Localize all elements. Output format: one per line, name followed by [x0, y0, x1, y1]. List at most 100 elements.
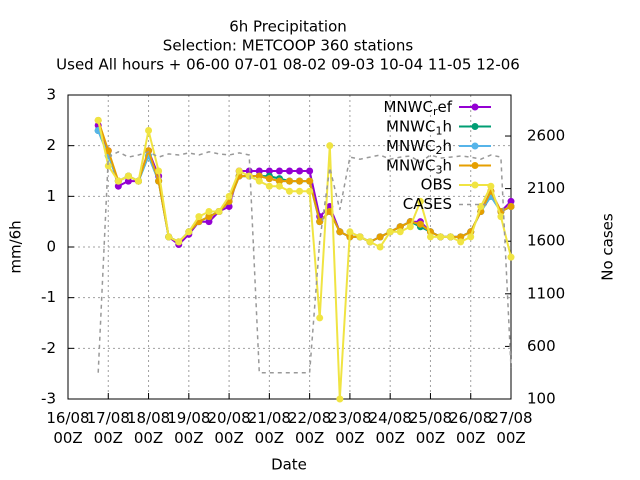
x-tick-label: 26/08 00Z	[449, 409, 492, 447]
data-point	[255, 167, 263, 175]
data-point	[275, 182, 283, 190]
data-point	[134, 177, 142, 185]
x-tick-label: 23/08 00Z	[328, 409, 371, 447]
data-point	[306, 167, 314, 175]
data-point	[487, 182, 495, 190]
x-tick-label: 16/08 00Z	[46, 409, 89, 447]
data-point	[195, 213, 203, 221]
x-tick-label: 18/08 00Z	[127, 409, 170, 447]
data-point	[437, 233, 445, 241]
x-tick-label: 27/08 00Z	[489, 409, 532, 447]
data-point	[306, 177, 314, 185]
data-point	[104, 147, 112, 155]
x-axis-label: Date	[271, 456, 307, 474]
x-tick-label: 17/08 00Z	[87, 409, 130, 447]
legend-label: MNWC1h	[386, 117, 452, 138]
data-point	[346, 228, 354, 236]
data-point	[114, 177, 122, 185]
chart-subtitle: Selection: METCOOP 360 stations	[163, 37, 414, 55]
data-point	[507, 253, 515, 261]
data-point	[296, 167, 304, 175]
legend-marker	[471, 162, 479, 169]
data-point	[175, 238, 183, 246]
data-point	[477, 202, 485, 210]
data-point	[275, 167, 283, 175]
data-point	[306, 187, 314, 195]
data-point	[94, 116, 102, 124]
data-point	[245, 172, 253, 180]
data-point	[507, 197, 515, 205]
data-point	[205, 208, 213, 216]
legend-label: MNWCref	[383, 98, 452, 119]
y2-tick-label: 1600	[527, 232, 565, 250]
y2-tick-label: 100	[527, 390, 556, 408]
data-point	[114, 182, 122, 190]
data-point	[406, 223, 414, 231]
data-point	[296, 177, 304, 185]
legend-label: MNWC3h	[386, 156, 452, 177]
data-point	[356, 233, 364, 241]
data-point	[265, 182, 273, 190]
data-point	[205, 213, 213, 221]
data-point	[155, 167, 163, 175]
data-point	[205, 218, 213, 226]
data-point	[316, 218, 324, 226]
data-point	[316, 314, 324, 322]
data-point	[376, 243, 384, 251]
data-point	[336, 395, 344, 403]
data-point	[235, 167, 243, 175]
x-tick-label: 25/08 00Z	[409, 409, 452, 447]
y2-tick-label: 600	[527, 337, 556, 355]
chart-subtitle: Used All hours + 06-00 07-01 08-02 09-03…	[56, 56, 520, 74]
data-point	[185, 228, 193, 236]
data-point	[165, 233, 173, 241]
legend-marker	[471, 142, 479, 150]
y-tick-label: 3	[46, 86, 56, 104]
y-tick-label: 1	[46, 187, 56, 205]
y-tick-label: 2	[46, 136, 56, 154]
data-point	[457, 233, 465, 241]
x-tick-label: 19/08 00Z	[167, 409, 210, 447]
x-tick-label: 21/08 00Z	[248, 409, 291, 447]
x-tick-label: 20/08 00Z	[207, 409, 250, 447]
y2-tick-label: 1100	[527, 284, 565, 302]
data-point	[326, 142, 334, 150]
data-point	[225, 202, 233, 210]
data-point	[416, 220, 424, 228]
data-point	[497, 213, 505, 221]
data-point	[416, 197, 424, 205]
data-point	[447, 233, 455, 241]
y-tick-label: -1	[41, 288, 56, 306]
data-point	[296, 187, 304, 195]
y-tick-label: 0	[46, 238, 56, 256]
data-point	[457, 238, 465, 246]
data-point	[124, 177, 132, 185]
data-point	[467, 233, 475, 241]
x-tick-label: 22/08 00Z	[288, 409, 331, 447]
x-tick-label: 24/08 00Z	[369, 409, 412, 447]
data-point	[215, 208, 223, 216]
data-point	[255, 172, 263, 180]
data-point	[286, 177, 293, 185]
y-axis-label: mm/6h	[7, 220, 25, 273]
data-point	[225, 192, 233, 200]
data-point	[124, 172, 132, 180]
y2-axis-label: No cases	[599, 213, 617, 281]
data-point	[386, 228, 394, 236]
series-line	[97, 150, 512, 374]
data-point	[265, 167, 273, 175]
data-point	[104, 162, 112, 170]
legend-marker	[471, 181, 479, 189]
legend-label: OBS	[421, 176, 452, 194]
plot-frame	[67, 94, 512, 400]
y-tick-label: -2	[41, 339, 56, 357]
data-point	[286, 187, 293, 195]
chart-title: 6h Precipitation	[229, 18, 347, 36]
data-point	[396, 223, 404, 231]
y2-tick-label: 2100	[527, 179, 565, 197]
y-tick-label: -3	[41, 390, 56, 408]
data-point	[145, 126, 153, 134]
data-point	[336, 228, 344, 236]
